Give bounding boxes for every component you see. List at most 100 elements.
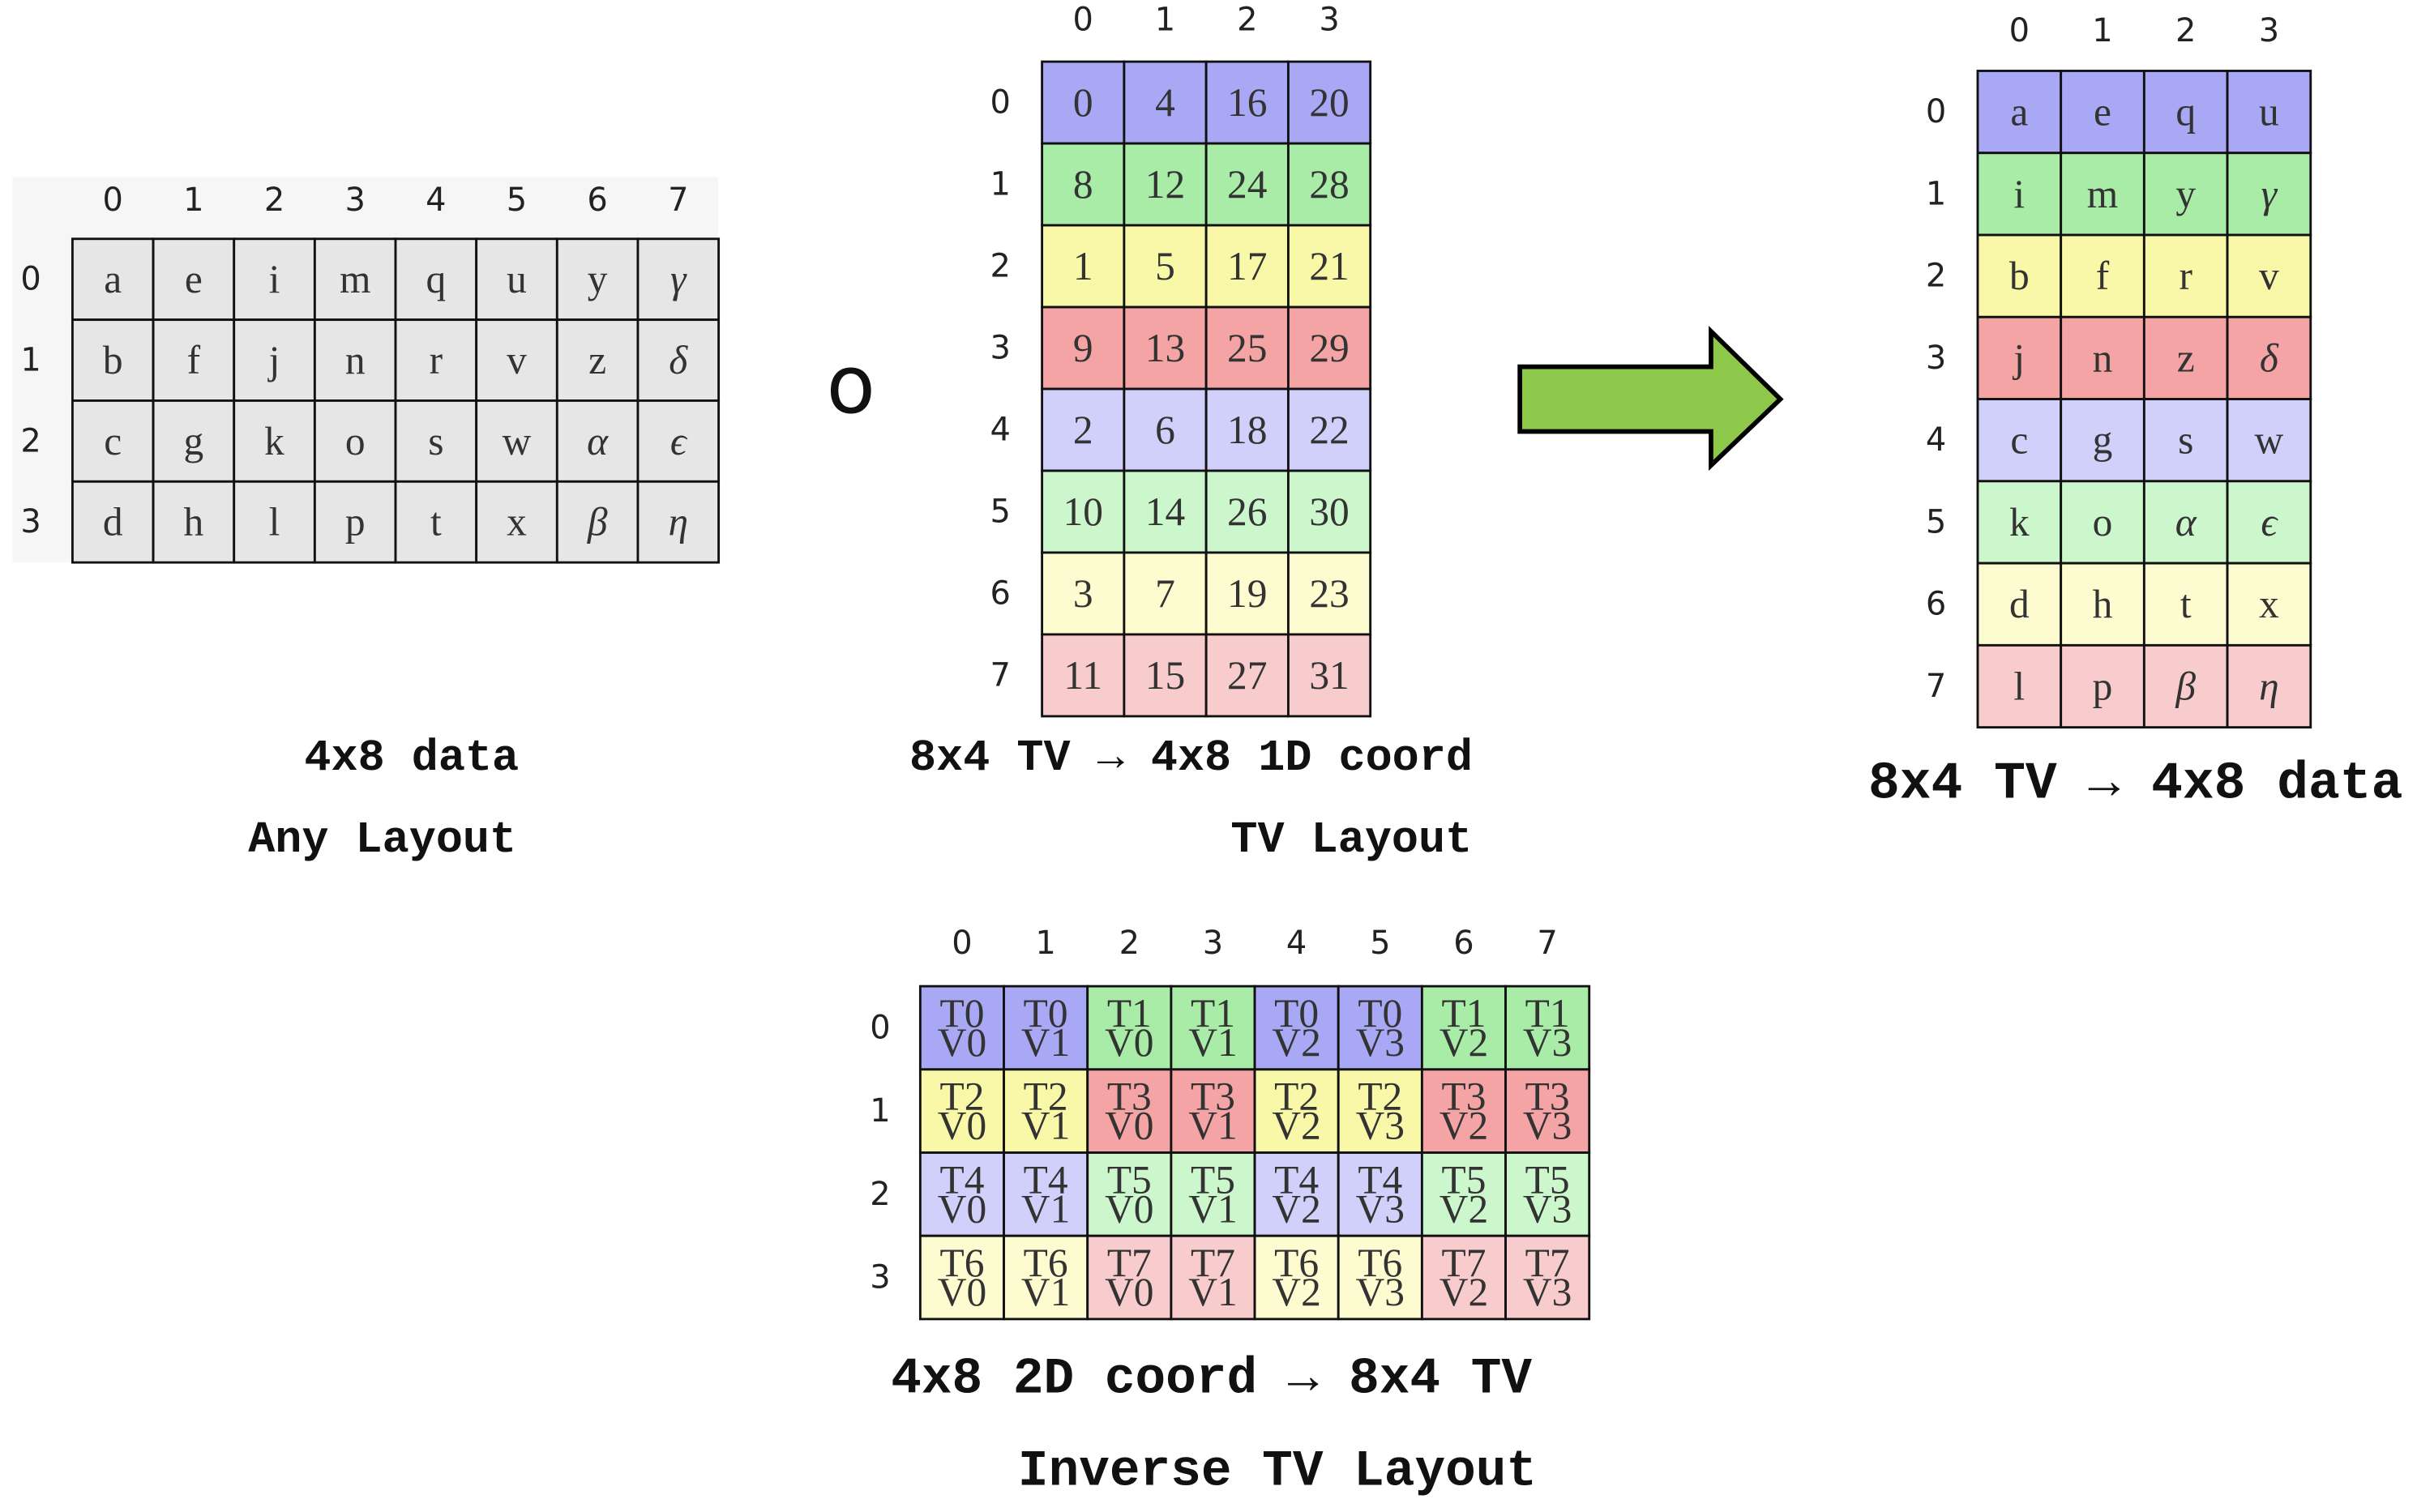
cell (394, 318, 478, 402)
cell-text: V1 (1188, 1270, 1237, 1314)
cell (475, 480, 558, 564)
caption: 4x8 data (304, 733, 519, 784)
cell-text: j (267, 338, 280, 382)
cell-text: V3 (1523, 1270, 1572, 1314)
cell-text: y (588, 257, 608, 301)
col-header: 5 (507, 182, 527, 219)
cell-text: T5 (1525, 1157, 1570, 1202)
cell (233, 237, 316, 322)
cell-text: o (345, 419, 366, 463)
cell (636, 399, 721, 483)
cell-text: 6 (1155, 408, 1175, 452)
cell-text: h (184, 500, 204, 545)
col-header: 5 (1370, 925, 1390, 962)
cell (475, 318, 558, 402)
cell-text: a (2010, 90, 2028, 135)
cell (1123, 469, 1208, 554)
cell (1976, 398, 2063, 483)
cell-text: T1 (1525, 991, 1570, 1036)
row-header: 0 (870, 1009, 890, 1046)
cell-text: c (104, 419, 122, 463)
cell-text: α (587, 419, 609, 463)
cell (1976, 233, 2063, 318)
cell (1286, 305, 1372, 391)
col-header: 2 (1119, 925, 1140, 962)
cell (1204, 142, 1290, 227)
cell-text: δ (2260, 335, 2279, 380)
cell-text: p (2093, 664, 2113, 708)
cell-text: α (2175, 500, 2197, 545)
cell-text: V0 (1105, 1104, 1153, 1148)
cell (1286, 60, 1372, 145)
arrow (1517, 326, 1784, 472)
cell-text: V2 (1440, 1186, 1488, 1231)
cell (71, 399, 155, 483)
col-header: 0 (1073, 2, 1093, 39)
cell-text: V3 (1523, 1104, 1572, 1148)
cell-text: V3 (1356, 1020, 1405, 1065)
cell-text: T4 (939, 1157, 984, 1202)
cell-text: T1 (1107, 991, 1152, 1036)
cell-text: V2 (1440, 1270, 1488, 1314)
cell-text: T0 (939, 991, 984, 1036)
cell (2060, 315, 2145, 400)
col-header: 2 (1237, 2, 1257, 39)
cell (918, 1151, 1005, 1237)
cell (1204, 551, 1290, 636)
col-header: 3 (1319, 2, 1339, 39)
cell-text: h (2093, 582, 2113, 626)
cell (1170, 1151, 1256, 1237)
caption: Any Layout (248, 814, 516, 865)
cell (1204, 224, 1290, 309)
cell-text: T6 (939, 1241, 984, 1285)
cell-text: u (507, 257, 527, 301)
cell-text: T0 (1024, 991, 1068, 1036)
cell-text: V0 (1105, 1186, 1153, 1231)
cell-text: m (340, 257, 370, 301)
cell-text: i (2013, 172, 2025, 216)
cell (1170, 1234, 1256, 1321)
row-header: 2 (20, 422, 41, 459)
row-header: 3 (20, 503, 41, 540)
cell-text: T7 (1442, 1241, 1487, 1285)
cell-text: f (2096, 254, 2110, 298)
cell-text: z (2177, 335, 2195, 380)
cell-text: g (2093, 418, 2113, 463)
col-header: 1 (183, 182, 203, 219)
cell-text: V2 (1272, 1020, 1320, 1065)
cell (1253, 1234, 1340, 1321)
row-header: 3 (990, 330, 1011, 367)
cell (394, 480, 478, 564)
cell-text: T4 (1358, 1157, 1402, 1202)
col-header: 3 (2259, 12, 2279, 49)
cell-text: d (2009, 582, 2030, 626)
cell-text: β (2175, 664, 2196, 708)
cell-text: T1 (1442, 991, 1487, 1036)
cell-text: 29 (1309, 326, 1349, 370)
col-header: 0 (952, 925, 972, 962)
caption: 8x4 TV → 4x8 data (1868, 754, 2402, 814)
row-header: 1 (1926, 175, 1946, 212)
cell (2226, 315, 2312, 400)
cell-text: T2 (939, 1074, 984, 1119)
cell-text: V2 (1440, 1020, 1488, 1065)
cell-text: T6 (1358, 1241, 1402, 1285)
cell-text: V2 (1272, 1270, 1320, 1314)
cell-text: η (669, 500, 689, 545)
cell-text: 1 (1073, 244, 1093, 288)
cell-text: V3 (1356, 1104, 1405, 1148)
cell-text: k (2009, 500, 2030, 545)
cell-text: l (269, 500, 280, 545)
cell-text: a (104, 257, 122, 301)
cell (394, 399, 478, 483)
col-header: 2 (264, 182, 284, 219)
cell-text: l (2013, 664, 2025, 708)
cell-text: T1 (1191, 991, 1235, 1036)
cell (2060, 643, 2145, 729)
cell (1041, 305, 1126, 391)
cell-text: i (269, 257, 280, 301)
cell (1041, 224, 1126, 309)
cell-text: x (2259, 582, 2279, 626)
cell-text: β (587, 500, 608, 545)
